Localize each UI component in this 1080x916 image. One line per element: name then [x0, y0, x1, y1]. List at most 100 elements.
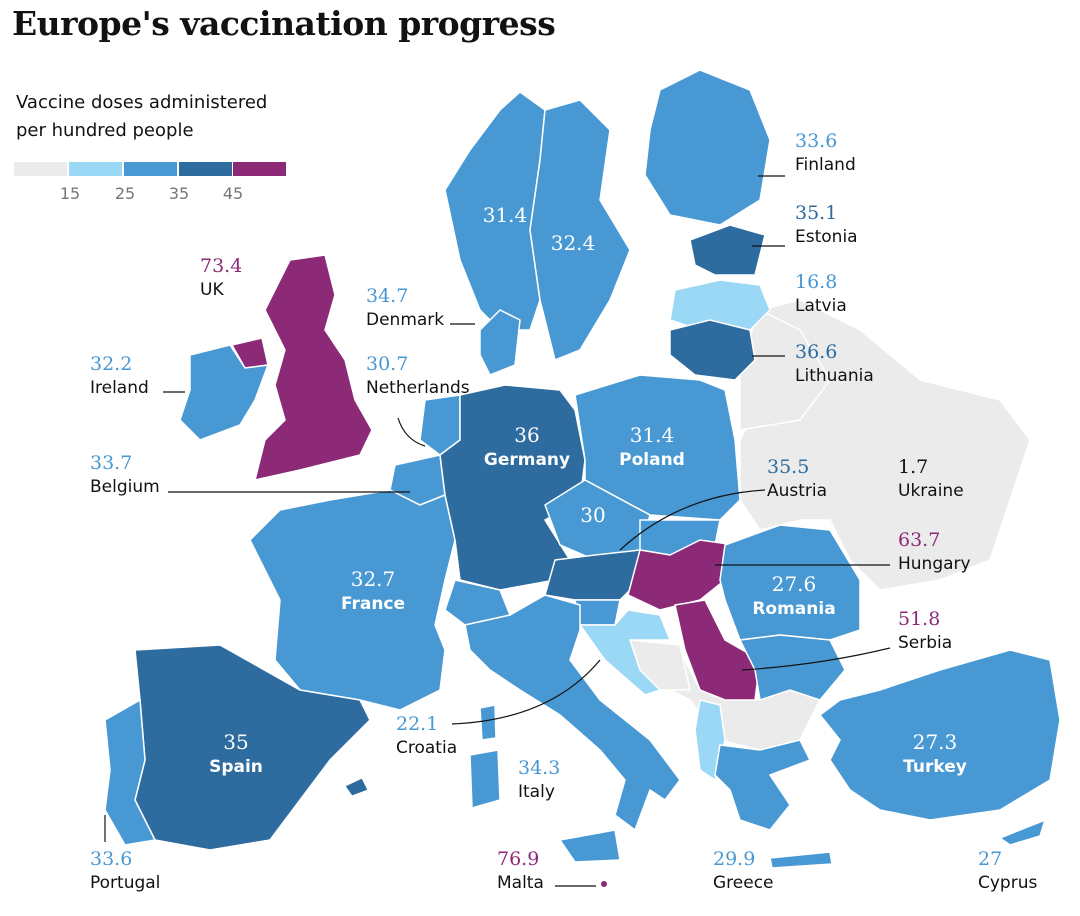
- island-sicily: [558, 829, 621, 863]
- legend-tick-25: 25: [114, 184, 136, 203]
- value-italy: 34.3: [518, 757, 561, 779]
- island-cyprus: [998, 818, 1047, 846]
- label-estonia: 35.1 Estonia: [795, 201, 858, 249]
- country-poland: [574, 374, 741, 521]
- country-finland: [644, 69, 771, 226]
- value-poland: 31.4: [629, 423, 675, 447]
- leader-croatia: [451, 659, 601, 725]
- legend-swatch-35-45: [179, 162, 232, 176]
- value-sweden: 32.4: [550, 231, 596, 255]
- leader-austria: [619, 489, 766, 551]
- country-serbia: [674, 599, 761, 701]
- label-austria: 35.5 Austria: [767, 455, 827, 503]
- value-estonia: 35.1: [795, 202, 838, 224]
- name-denmark: Denmark: [366, 310, 445, 330]
- name-austria: Austria: [767, 481, 828, 501]
- value-czechia: 30: [580, 503, 606, 527]
- page-title: Europe's vaccination progress: [12, 4, 556, 43]
- label-spain: 35 Spain: [209, 729, 263, 779]
- leader-serbia: [741, 647, 891, 671]
- legend-tick-45: 45: [222, 184, 244, 203]
- legend-caption: Vaccine doses administered per hundred p…: [16, 89, 316, 145]
- value-lithuania: 36.6: [795, 341, 838, 363]
- value-netherlands: 30.7: [366, 353, 409, 375]
- name-finland: Finland: [795, 155, 856, 175]
- legend-caption-line1: Vaccine doses administered: [16, 92, 268, 113]
- legend-caption-line2: per hundred people: [16, 120, 194, 141]
- value-belgium: 33.7: [90, 452, 133, 474]
- name-hungary: Hungary: [898, 554, 971, 574]
- country-italy: [464, 594, 681, 832]
- legend-swatch-25-35: [124, 162, 177, 176]
- label-france: 32.7 France: [341, 566, 405, 616]
- name-ukraine: Ukraine: [898, 481, 964, 501]
- value-turkey: 27.3: [912, 730, 958, 754]
- label-poland: 31.4 Poland: [619, 422, 685, 472]
- country-bulgaria: [738, 634, 846, 701]
- label-italy: 34.3 Italy: [518, 756, 560, 804]
- legend-swatch-nodata: [14, 162, 67, 176]
- legend-swatch-15-25: [69, 162, 122, 176]
- name-latvia: Latvia: [795, 296, 847, 316]
- label-lithuania: 36.6 Lithuania: [795, 340, 874, 388]
- label-portugal: 33.6 Portugal: [90, 847, 160, 895]
- name-italy: Italy: [518, 782, 555, 802]
- leader-netherlands: [397, 417, 426, 447]
- label-norway: 31.4: [483, 202, 528, 228]
- value-ireland: 32.2: [90, 353, 133, 375]
- label-ukraine: 1.7 Ukraine: [898, 455, 964, 503]
- label-romania: 27.6 Romania: [752, 571, 835, 621]
- legend-tick-15: 15: [59, 184, 81, 203]
- label-croatia: 22.1 Croatia: [396, 712, 457, 760]
- value-latvia: 16.8: [795, 271, 838, 293]
- name-spain: Spain: [209, 757, 263, 777]
- label-hungary: 63.7 Hungary: [898, 528, 971, 576]
- value-norway: 31.4: [482, 203, 528, 227]
- value-spain: 35: [223, 730, 249, 754]
- value-portugal: 33.6: [90, 848, 133, 870]
- label-latvia: 16.8 Latvia: [795, 270, 847, 318]
- value-finland: 33.6: [795, 130, 838, 152]
- value-malta: 76.9: [497, 848, 540, 870]
- value-croatia: 22.1: [396, 713, 439, 735]
- name-malta: Malta: [497, 873, 544, 893]
- island-balearics: [344, 777, 369, 797]
- country-greece: [714, 739, 812, 831]
- value-france: 32.7: [350, 567, 396, 591]
- name-serbia: Serbia: [898, 633, 953, 653]
- label-cyprus: 27 Cyprus: [978, 847, 1037, 895]
- label-turkey: 27.3 Turkey: [903, 729, 967, 779]
- country-turkey: [818, 649, 1061, 821]
- name-greece: Greece: [713, 873, 774, 893]
- country-slovenia: [574, 599, 621, 626]
- country-croatia: [578, 609, 672, 696]
- label-netherlands: 30.7 Netherlands: [366, 352, 470, 400]
- label-denmark: 34.7 Denmark: [366, 284, 444, 332]
- name-netherlands: Netherlands: [366, 378, 470, 398]
- country-latvia: [669, 279, 771, 331]
- country-uk: [253, 254, 373, 481]
- island-sardinia: [469, 749, 501, 809]
- value-greece: 29.9: [713, 848, 756, 870]
- label-uk: 73.4 UK: [200, 254, 242, 302]
- value-ukraine: 1.7: [898, 456, 929, 478]
- country-hungary: [627, 539, 736, 611]
- value-austria: 35.5: [767, 456, 810, 478]
- name-germany: Germany: [483, 450, 571, 470]
- value-denmark: 34.7: [366, 285, 409, 307]
- country-estonia: [689, 224, 766, 276]
- country-denmark: [479, 309, 521, 376]
- name-turkey: Turkey: [903, 757, 967, 777]
- island-corsica: [479, 704, 497, 741]
- value-serbia: 51.8: [898, 608, 941, 630]
- label-czechia: 30: [580, 502, 605, 528]
- label-belgium: 33.7 Belgium: [90, 451, 160, 499]
- name-belgium: Belgium: [90, 477, 160, 497]
- island-crete: [769, 851, 833, 869]
- name-cyprus: Cyprus: [978, 873, 1038, 893]
- label-germany: 36 Germany: [484, 422, 570, 472]
- label-greece: 29.9 Greece: [713, 847, 774, 895]
- value-germany: 36: [514, 423, 540, 447]
- leader-lines: [104, 175, 891, 887]
